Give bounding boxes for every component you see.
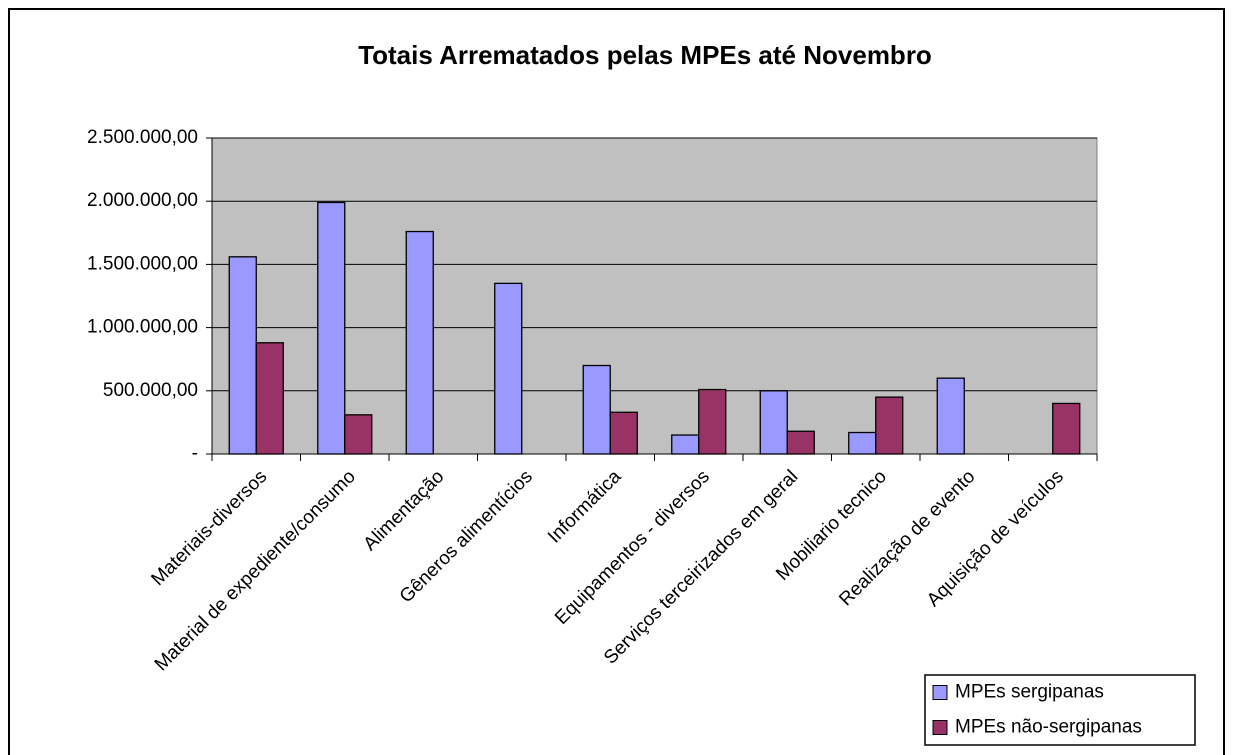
y-tick-label: 1.500.000,00 xyxy=(87,253,198,274)
y-tick-label: 2.500.000,00 xyxy=(87,127,198,148)
bar xyxy=(936,377,965,455)
legend-box xyxy=(924,674,1196,746)
legend-swatch xyxy=(932,685,948,700)
y-tick-label: 1.000.000,00 xyxy=(87,317,198,338)
bar xyxy=(698,388,727,455)
y-tick-label: 500.000,00 xyxy=(103,380,198,401)
bar xyxy=(344,414,373,455)
y-tick-label: 2.000.000,00 xyxy=(87,190,198,211)
bar xyxy=(317,201,346,455)
legend-label: MPEs não-sergipanas xyxy=(955,717,1142,738)
bar xyxy=(786,430,815,455)
bar xyxy=(1052,402,1081,455)
legend-label: MPEs sergipanas xyxy=(955,682,1104,703)
bar xyxy=(875,396,904,455)
bar xyxy=(255,342,284,455)
y-tick-label: - xyxy=(192,443,198,464)
bar xyxy=(609,411,638,455)
bar xyxy=(405,230,434,455)
legend-swatch xyxy=(932,720,948,735)
bar xyxy=(228,256,257,455)
bar xyxy=(671,434,700,455)
chart-title: Totais Arrematados pelas MPEs até Novemb… xyxy=(358,40,932,70)
bar xyxy=(494,282,523,455)
bar xyxy=(582,364,611,455)
bar xyxy=(848,431,877,455)
bar xyxy=(759,390,788,455)
